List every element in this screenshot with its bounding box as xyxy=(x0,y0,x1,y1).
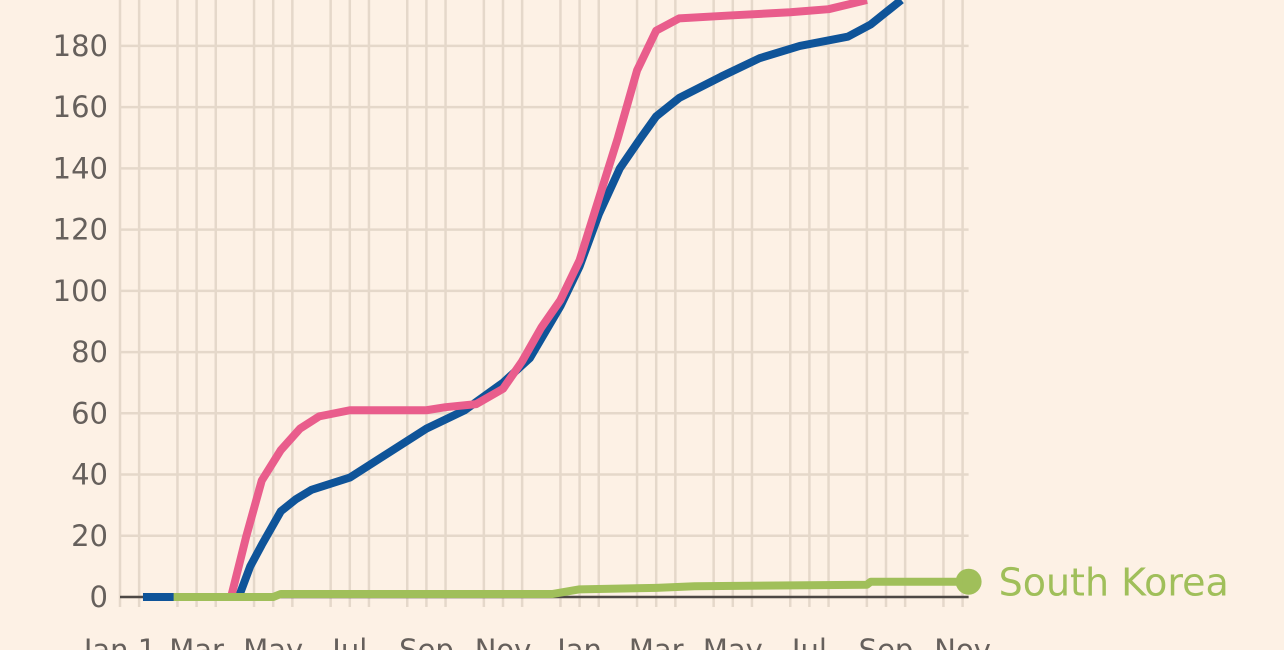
y-tick-label: 20 xyxy=(71,519,108,553)
y-tick-label: 140 xyxy=(53,151,108,185)
y-tick-label: 160 xyxy=(53,90,108,124)
x-tick-label: Mar xyxy=(629,633,684,650)
y-tick-label: 0 xyxy=(90,580,108,614)
legend-label: South Korea xyxy=(999,561,1229,605)
series-line xyxy=(173,577,963,601)
x-tick-label: May xyxy=(703,633,763,650)
lines xyxy=(142,0,963,601)
y-tick-label: 100 xyxy=(53,274,108,308)
y-tick-label: 40 xyxy=(71,458,108,492)
y-tick-label: 120 xyxy=(53,213,108,247)
series-line xyxy=(227,0,868,598)
grid: 0 20 40 60 80 100 120 140 160 180 Jan 1 Mar May Jul Se… xyxy=(53,0,1229,650)
x-tick-label: Nov xyxy=(475,633,532,650)
x-tick-label: Sep xyxy=(399,633,454,650)
x-tick-label: Jan 1 xyxy=(82,633,156,650)
y-tick-label: 180 xyxy=(53,29,108,63)
x-tick-label: Nov xyxy=(934,633,991,650)
end-dot xyxy=(955,568,982,595)
y-tick-label: 60 xyxy=(71,396,108,430)
x-tick-label: May xyxy=(243,633,303,650)
x-tick-label: Jan xyxy=(555,633,602,650)
x-tick-label: Jul xyxy=(790,633,827,650)
x-tick-label: Jul xyxy=(330,633,367,650)
y-tick-label: 80 xyxy=(71,335,108,369)
x-tick-label: Mar xyxy=(169,633,224,650)
x-tick-label: Sep xyxy=(859,633,914,650)
